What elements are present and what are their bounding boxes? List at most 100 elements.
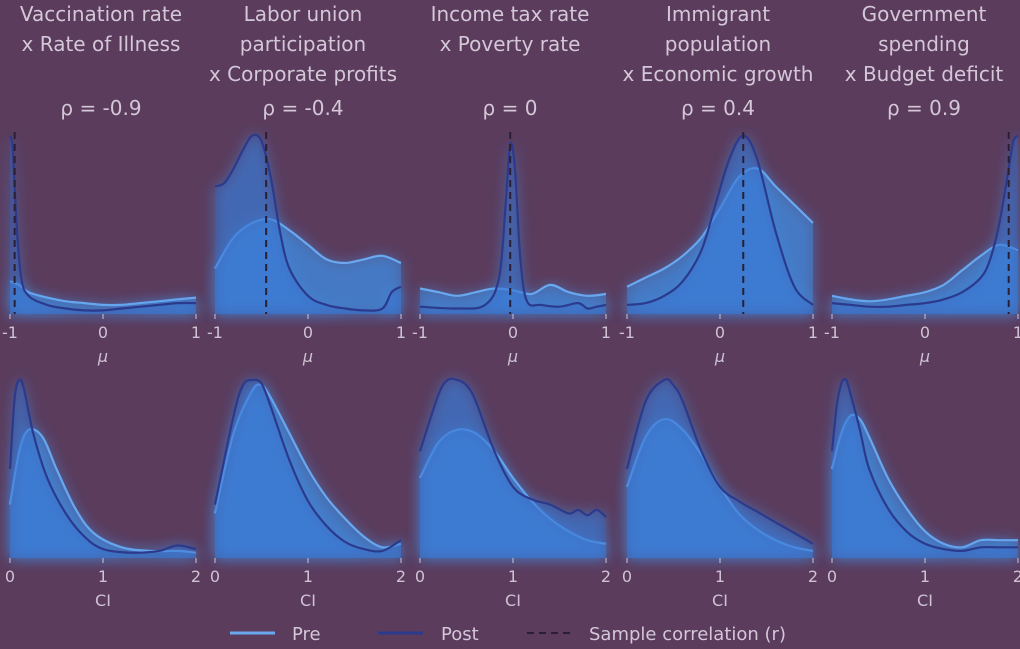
mu-tick-label: -1 bbox=[619, 323, 635, 342]
panel-title-line: x Rate of Illness bbox=[22, 32, 181, 56]
panel-title-line: x Corporate profits bbox=[209, 62, 397, 86]
mu-tick-label: 1 bbox=[191, 323, 201, 342]
mu-tick-label: -1 bbox=[412, 323, 428, 342]
ci-post-glow bbox=[420, 378, 606, 558]
mu-axis-label: μ bbox=[97, 347, 108, 366]
ci-tick-label: 2 bbox=[808, 567, 818, 586]
ci-tick-label: 2 bbox=[1013, 567, 1020, 586]
panel-rho-label: ρ = 0.9 bbox=[887, 96, 961, 120]
panel-mu-subplot: -1 0 1 μ bbox=[619, 132, 818, 366]
ci-post-area bbox=[420, 378, 606, 558]
panel-mu-subplot: -1 0 1 μ bbox=[412, 132, 611, 366]
panel-title-line: participation bbox=[240, 32, 366, 56]
ci-post-area bbox=[215, 379, 401, 558]
ci-axis-label: CI bbox=[712, 591, 728, 610]
ci-post-glow bbox=[10, 379, 196, 558]
ci-tick-label: 0 bbox=[415, 567, 425, 586]
ci-tick-label: 2 bbox=[601, 567, 611, 586]
ci-post-area bbox=[10, 379, 196, 558]
mu-tick-label: 1 bbox=[601, 323, 611, 342]
panel-4: Immigrant population x Economic growth ρ = … bbox=[619, 2, 818, 610]
mu-axis-label: μ bbox=[714, 347, 725, 366]
mu-post-area bbox=[420, 143, 606, 314]
panel-title-line: Government bbox=[862, 2, 987, 26]
panel-rho-label: ρ = 0.4 bbox=[681, 96, 755, 120]
ci-post-line bbox=[8, 378, 197, 554]
mu-tick-label: -1 bbox=[824, 323, 840, 342]
mu-tick-label: 1 bbox=[396, 323, 406, 342]
ci-axis-label: CI bbox=[300, 591, 316, 610]
ci-tick-label: 0 bbox=[827, 567, 837, 586]
panel-rho-label: ρ = -0.9 bbox=[60, 96, 141, 120]
mu-post-area bbox=[215, 134, 401, 314]
ci-tick-label: 1 bbox=[920, 567, 930, 586]
panel-mu-subplot: -1 0 1 μ bbox=[207, 132, 406, 366]
mu-tick-label: 0 bbox=[715, 323, 725, 342]
mu-tick-label: 0 bbox=[303, 323, 313, 342]
ci-tick-label: 1 bbox=[715, 567, 725, 586]
chart-legend: Pre Post Sample correlation (r) bbox=[230, 624, 786, 645]
mu-post-area bbox=[10, 135, 196, 314]
panel-title-line: Income tax rate bbox=[431, 2, 590, 26]
ci-axis-label: CI bbox=[95, 591, 111, 610]
ci-post-glow bbox=[627, 379, 813, 558]
mu-post-glow bbox=[832, 135, 1018, 314]
panels-layer: Vaccination rate x Rate of Illness ρ = -0.… bbox=[2, 2, 1020, 610]
ci-tick-label: 0 bbox=[5, 567, 15, 586]
mu-post-area bbox=[627, 135, 813, 314]
panel-ci-subplot: 0 1 2 CI bbox=[210, 378, 406, 610]
ci-post-line bbox=[213, 378, 402, 553]
panel-3: Income tax rate x Poverty rate ρ = 0 -1 0 1 μ 0… bbox=[412, 2, 611, 610]
mu-tick-label: 0 bbox=[98, 323, 108, 342]
mu-post-line bbox=[8, 135, 197, 312]
ci-axis-label: CI bbox=[505, 591, 521, 610]
ci-tick-label: 2 bbox=[396, 567, 406, 586]
mu-post-glow bbox=[627, 135, 813, 314]
panel-title-line: x Economic growth bbox=[623, 62, 814, 86]
panel-5: Government spending x Budget deficit ρ = 0.… bbox=[824, 2, 1020, 610]
panel-rho-label: ρ = -0.4 bbox=[262, 96, 343, 120]
mu-axis-label: μ bbox=[302, 347, 313, 366]
mu-pre-line bbox=[831, 243, 1019, 303]
panel-title-line: population bbox=[665, 32, 771, 56]
ci-tick-label: 0 bbox=[622, 567, 632, 586]
ci-axis-label: CI bbox=[917, 591, 933, 610]
ci-post-area bbox=[832, 379, 1018, 558]
ci-tick-label: 2 bbox=[191, 567, 201, 586]
panel-2: Labor union participation x Corporate prof… bbox=[207, 2, 406, 610]
ci-post-line bbox=[830, 378, 1018, 553]
panel-title-line: Immigrant bbox=[666, 2, 770, 26]
mu-tick-label: 0 bbox=[920, 323, 930, 342]
mu-post-line bbox=[626, 134, 814, 306]
ci-post-line bbox=[418, 377, 607, 518]
legend-sample-correlation-label: Sample correlation (r) bbox=[589, 624, 786, 645]
panel-title-line: x Poverty rate bbox=[440, 32, 581, 56]
panel-ci-subplot: 0 1 2 CI bbox=[5, 378, 201, 610]
panel-title-line: Labor union bbox=[244, 2, 363, 26]
mu-tick-label: -1 bbox=[207, 323, 223, 342]
ci-post-line bbox=[625, 378, 814, 545]
ci-post-glow bbox=[832, 379, 1018, 558]
mu-post-line bbox=[419, 142, 607, 310]
ci-tick-label: 1 bbox=[98, 567, 108, 586]
legend-pre-label: Pre bbox=[292, 624, 321, 645]
ci-post-area bbox=[627, 379, 813, 558]
panel-1: Vaccination rate x Rate of Illness ρ = -0.… bbox=[2, 2, 201, 610]
mu-post-glow bbox=[10, 135, 196, 314]
ci-tick-label: 1 bbox=[303, 567, 313, 586]
mu-tick-label: 1 bbox=[808, 323, 818, 342]
panel-ci-subplot: 0 1 2 CI bbox=[415, 377, 611, 610]
ci-tick-label: 1 bbox=[508, 567, 518, 586]
panel-title-line: Vaccination rate bbox=[20, 2, 182, 26]
mu-post-glow bbox=[420, 143, 606, 314]
legend-post-label: Post bbox=[441, 624, 479, 645]
panel-title-line: spending bbox=[878, 32, 970, 56]
panel-ci-subplot: 0 1 2 CI bbox=[622, 378, 818, 610]
mu-tick-label: 1 bbox=[1013, 323, 1020, 342]
mu-post-glow bbox=[215, 134, 401, 314]
panel-rho-label: ρ = 0 bbox=[483, 96, 538, 120]
mu-post-area bbox=[832, 135, 1018, 314]
mu-axis-label: μ bbox=[507, 347, 518, 366]
mu-tick-label: -1 bbox=[2, 323, 18, 342]
